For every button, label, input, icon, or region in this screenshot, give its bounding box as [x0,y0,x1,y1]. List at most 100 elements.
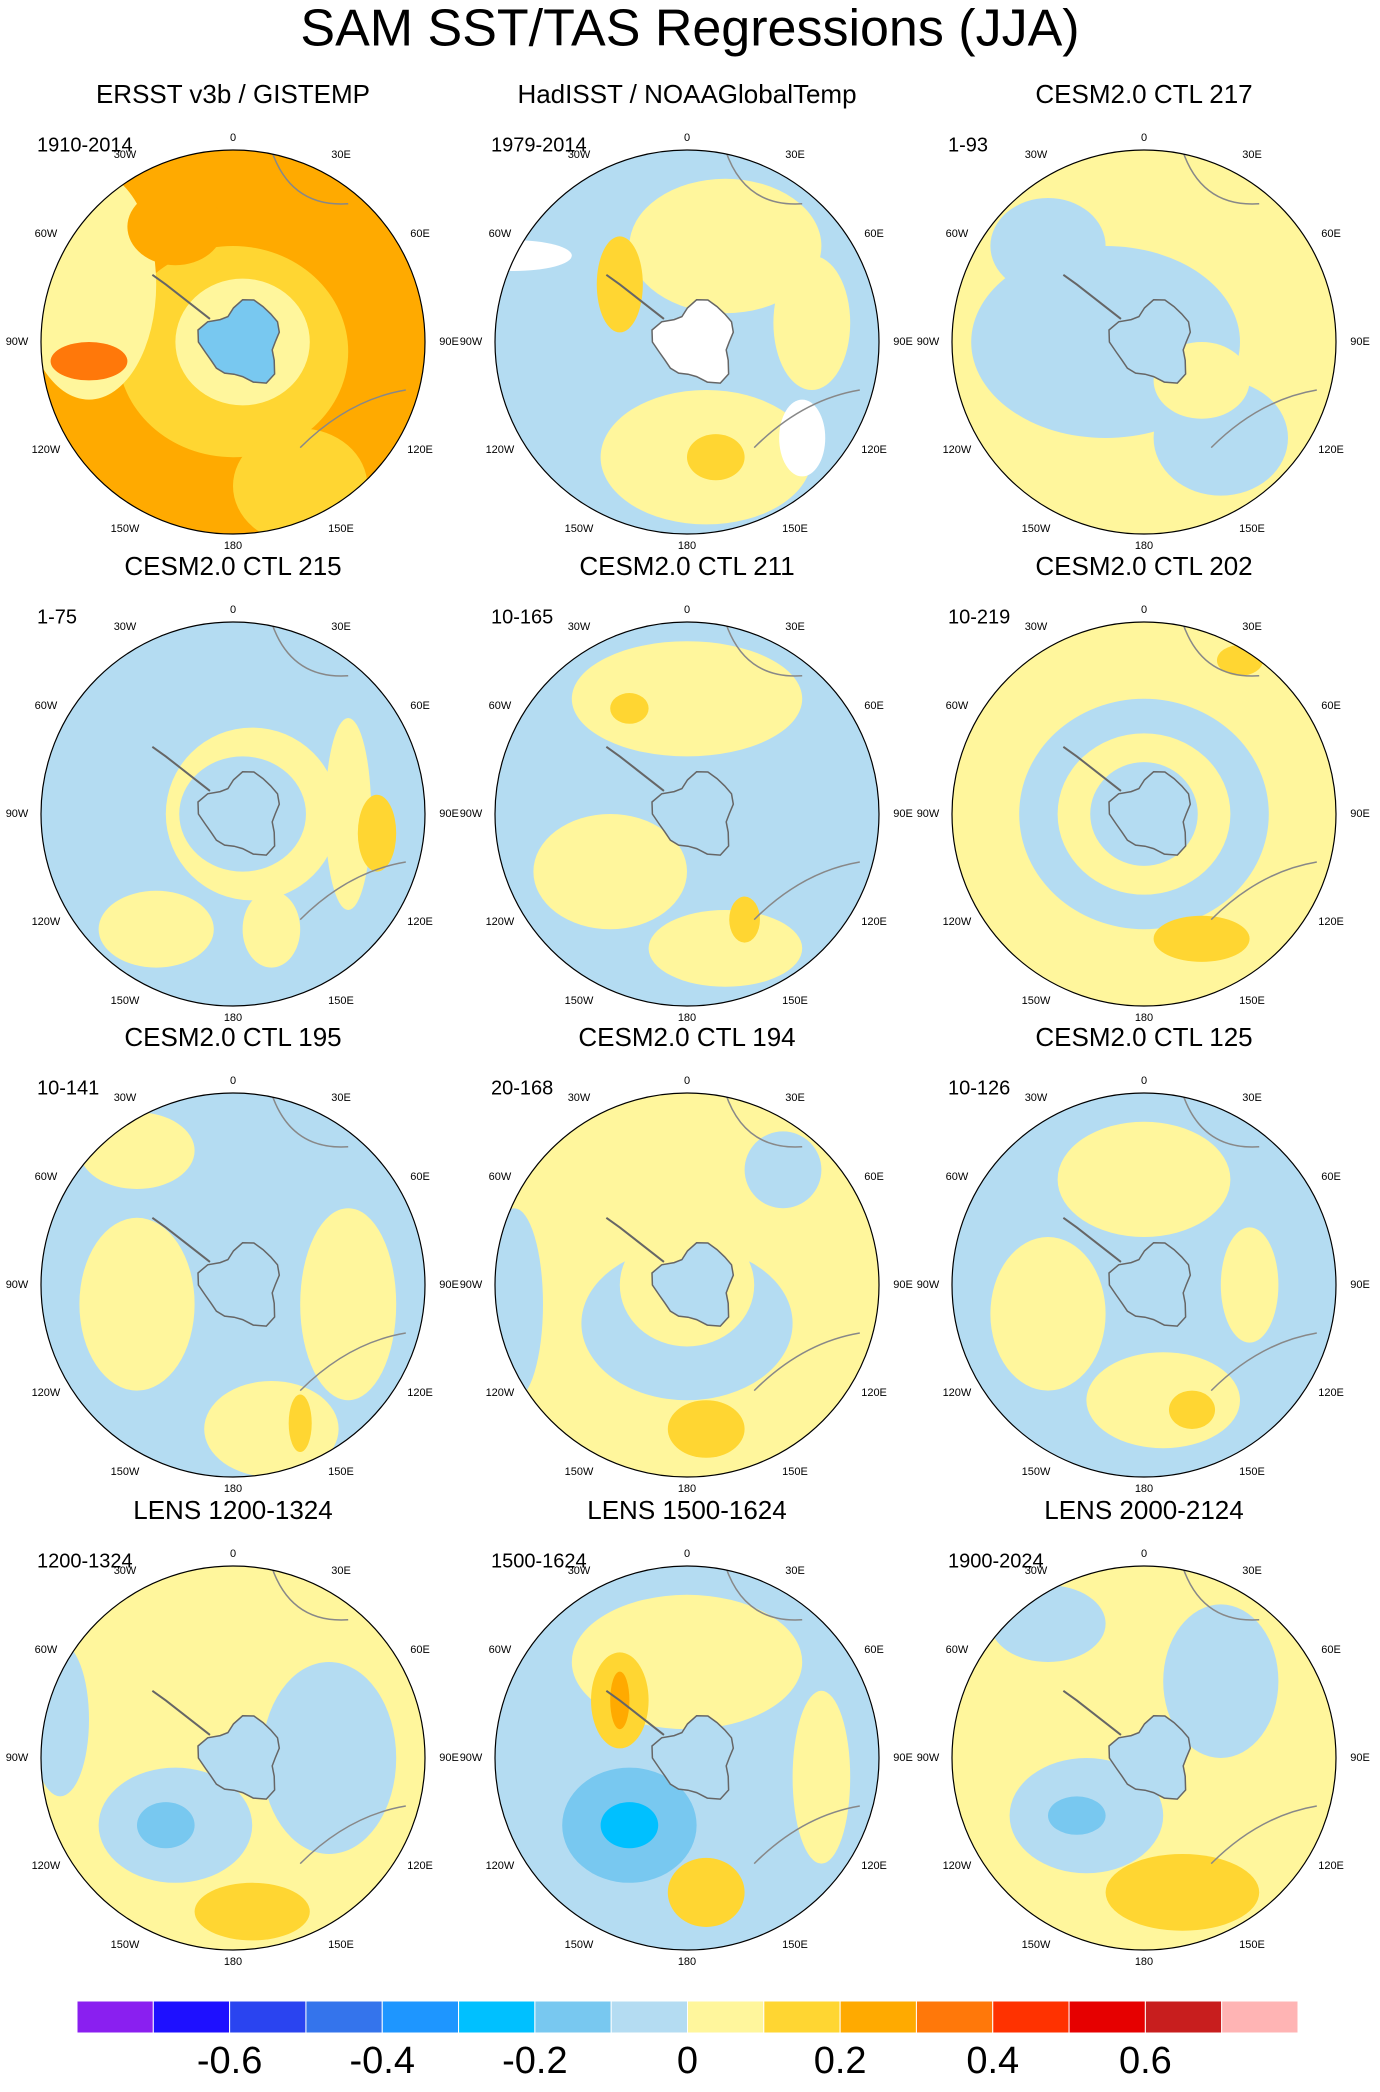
map-border [951,621,1337,1007]
peninsula [151,745,211,792]
longitude-label: 30W [114,1092,137,1104]
longitude-label: 150E [328,523,354,535]
longitude-label: 150E [1239,995,1265,1007]
longitude-label: 120W [486,1387,515,1399]
longitude-label: 90E [439,1279,459,1291]
field-patch [495,1208,544,1401]
field-patch [495,240,572,271]
coastline [753,861,860,921]
longitude-label: 60E [864,700,884,712]
peninsula [1062,1216,1122,1263]
field-patch [533,814,687,930]
peninsula [605,1216,665,1263]
map-field [495,1566,879,1950]
colorbar-box [458,2000,536,2034]
field-patch [300,1208,397,1401]
longitude-label: 30E [1242,621,1262,633]
coastline [724,150,803,205]
antarctica [197,299,281,384]
panel-title: CESM2.0 CTL 195 [124,1022,341,1052]
longitude-label: 30E [785,149,805,161]
coastline [299,861,406,921]
longitude-label: 90W [460,336,483,348]
longitude-label: 30W [568,1565,591,1577]
longitude-label: 60E [1321,1644,1341,1656]
longitude-label: 120W [32,1387,61,1399]
longitude-label: 90W [917,808,940,820]
colorbar-box [1221,2000,1299,2034]
antarctica [1108,299,1192,384]
longitude-label: 150W [565,995,594,1007]
colorbar-label: 0.4 [966,2040,1019,2082]
longitude-label: 60W [489,228,512,240]
longitude-label: 0 [684,132,690,144]
map-panel: LENS 1500-1624 1500-1624 0 30E 60E 90E 120E 150… [460,1495,913,1968]
longitude-label: 120W [32,1860,61,1872]
field-patch [137,1802,195,1849]
longitude-label: 30W [568,149,591,161]
map-panel: CESM2.0 CTL 194 20-168 0 30E 60E 90E 120E 150E 1… [460,1022,913,1495]
longitude-label: 90E [1350,1752,1370,1764]
colorbar-label: 0 [677,2040,698,2082]
antarctica [197,771,281,856]
map-panel: CESM2.0 CTL 217 1-93 0 30E 60E 90E 120E 150E 180… [917,79,1370,552]
colorbar-box [915,2000,994,2034]
longitude-label: 90E [893,808,913,820]
coastline [1210,389,1317,449]
panel-title: CESM2.0 CTL 194 [578,1022,795,1052]
field-patch [41,1642,89,1797]
map-field [952,150,1336,534]
longitude-label: 30W [1025,1565,1048,1577]
map-border [494,1092,880,1478]
panel-period: 10-141 [37,1077,99,1099]
colorbar-label: -0.2 [502,2040,567,2082]
longitude-label: 60E [1321,228,1341,240]
coastline [1181,1093,1260,1148]
coastline [1181,622,1260,677]
antarctica [1108,771,1192,856]
field-patch [571,641,803,757]
longitude-label: 0 [230,1548,236,1560]
longitude-label: 120W [32,916,61,928]
colorbar-label: 0.2 [814,2040,867,2082]
antarctica [651,299,735,384]
coastline [299,1805,406,1865]
field-patch [1220,1227,1279,1343]
panel-period: 1500-1624 [491,1550,587,1572]
colorbar-box [610,2000,688,2034]
longitude-label: 30W [1025,149,1048,161]
field-patch [687,434,745,481]
map-border [951,1092,1337,1478]
longitude-label: 90E [1350,808,1370,820]
field-patch [1153,915,1250,962]
field-patch [1163,1604,1279,1758]
longitude-label: 0 [1141,132,1147,144]
field-patch [1086,1352,1240,1449]
map-field [495,622,879,1006]
coastline [1181,150,1260,205]
longitude-label: 180 [678,1956,696,1968]
longitude-label: 90E [439,1752,459,1764]
longitude-label: 120E [1318,1860,1344,1872]
longitude-label: 0 [1141,1075,1147,1087]
coastline [299,389,406,449]
longitude-label: 60E [410,1171,430,1183]
longitude-label: 180 [678,540,696,552]
colorbar-label: -0.6 [197,2040,262,2082]
longitude-label: 120E [861,1387,887,1399]
map-panel: CESM2.0 CTL 202 10-219 0 30E 60E 90E 120E 150E 1… [917,551,1370,1024]
map-panel: CESM2.0 CTL 211 10-165 0 30E 60E 90E 120E 150E 1… [460,551,913,1024]
map-field [952,1093,1336,1477]
longitude-label: 150W [565,523,594,535]
longitude-label: 30W [114,149,137,161]
longitude-label: 60E [410,1644,430,1656]
longitude-label: 60W [35,1171,58,1183]
colorbar-box [687,2000,765,2034]
longitude-label: 90E [1350,336,1370,348]
coastline [270,622,349,677]
longitude-label: 150W [1022,523,1051,535]
map-field [495,1093,879,1477]
colorbar-box [381,2000,460,2034]
longitude-label: 150W [111,523,140,535]
longitude-label: 120W [943,1860,972,1872]
